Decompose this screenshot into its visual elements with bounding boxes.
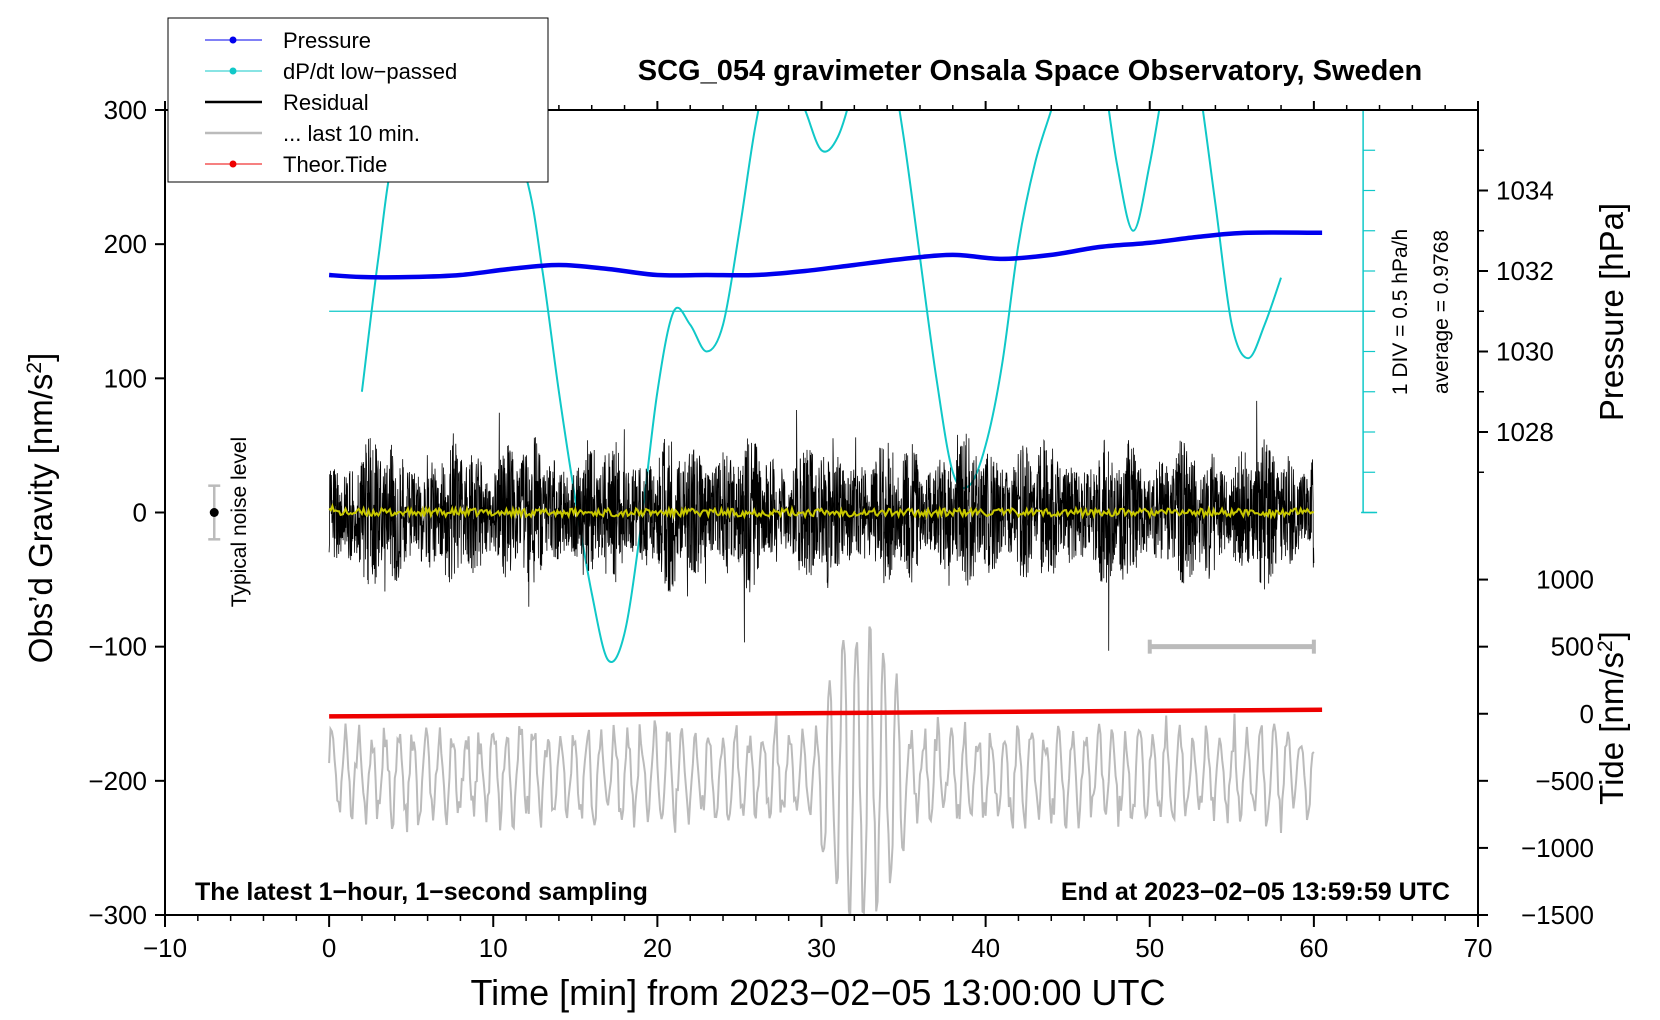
legend-label-residual: Residual	[283, 90, 369, 115]
last-10-min-series	[328, 626, 1315, 915]
x-tick-label: 0	[322, 933, 336, 963]
y-tick-label: 200	[104, 229, 147, 259]
y-axis-label-left-end: ]	[22, 353, 59, 362]
legend-label-last-10-min: ... last 10 min.	[283, 121, 420, 146]
y-axis-label-tide-sup: 2	[1594, 640, 1617, 652]
annotation-end-time: End at 2023−02−05 13:59:59 UTC	[1061, 878, 1450, 906]
legend-marker-pressure	[229, 36, 237, 44]
div-label: 1 DIV = 0.5 hPa/h	[1389, 229, 1412, 395]
x-tick-label: −10	[143, 933, 187, 963]
y-tick-label: −200	[88, 766, 147, 796]
y-axis-label-pressure: Pressure [hPa]	[1593, 203, 1630, 421]
legend: Pressure dP/dt low−passed Residual ... l…	[167, 17, 549, 183]
tide-tick-label: −500	[1535, 766, 1594, 796]
x-tick-label: 10	[479, 933, 508, 963]
legend-marker-tide	[229, 160, 237, 168]
legend-entry-pressure: Pressure	[205, 28, 371, 53]
y-axis-label-left-text: Obs’d Gravity [nm/s	[22, 374, 59, 664]
x-tick-label: 20	[643, 933, 672, 963]
annotation-sampling: The latest 1−hour, 1−second sampling	[195, 878, 648, 906]
y-axis-label-left: Obs’d Gravity [nm/s2]	[22, 353, 59, 664]
pressure-tick-label: 1030	[1496, 337, 1554, 367]
y-tick-label: 100	[104, 363, 147, 393]
y-axis-label-tide-end: ]	[1593, 631, 1630, 640]
y-axis-label-tide: Tide [nm/s2]	[1593, 631, 1630, 805]
y-tick-label: 0	[133, 498, 147, 528]
x-tick-label: 60	[1299, 933, 1328, 963]
chart-title: SCG_054 gravimeter Onsala Space Observat…	[638, 55, 1422, 87]
tide-tick-label: 0	[1580, 699, 1594, 729]
noise-level-label: Typical noise level	[228, 437, 251, 607]
legend-entry-residual: Residual	[205, 90, 369, 115]
noise-bar-dot	[209, 508, 219, 517]
legend-entry-last-10-min: ... last 10 min.	[205, 121, 420, 146]
tide-tick-label: −1500	[1521, 900, 1594, 930]
tide-tick-label: −1000	[1521, 833, 1594, 863]
residual-series	[328, 400, 1315, 651]
x-tick-label: 40	[971, 933, 1000, 963]
series-layer	[328, 110, 1378, 915]
y-tick-label: −300	[88, 900, 147, 930]
y-axis-label-left-sup: 2	[23, 362, 46, 374]
pressure-tick-label: 1034	[1496, 176, 1554, 206]
legend-box	[167, 17, 549, 183]
x-tick-label: 30	[807, 933, 836, 963]
legend-entry-dpdt: dP/dt low−passed	[205, 59, 457, 84]
x-axis-label: Time [min] from 2023−02−05 13:00:00 UTC	[470, 972, 1165, 1013]
y-axis-label-tide-text: Tide [nm/s	[1593, 652, 1630, 805]
axes-layer: −10 0 10 20 30 40 50 60 703002001000−100−200−300…	[88, 95, 1594, 963]
y-tick-label: −100	[88, 632, 147, 662]
pressure-tick-label: 1028	[1496, 417, 1554, 447]
x-tick-label: 70	[1464, 933, 1493, 963]
tide-tick-label: 500	[1551, 632, 1594, 662]
tide-series	[329, 707, 1323, 719]
legend-label-pressure: Pressure	[283, 28, 371, 53]
legend-label-dpdt: dP/dt low−passed	[283, 59, 457, 84]
average-label: average = 0.9768	[1430, 230, 1453, 394]
smoothed-residual-series	[328, 502, 1315, 520]
x-tick-label: 50	[1135, 933, 1164, 963]
legend-entry-tide: Theor.Tide	[205, 152, 387, 177]
legend-marker-dpdt	[229, 67, 237, 75]
pressure-series	[328, 230, 1323, 280]
tide-tick-label: 1000	[1536, 565, 1594, 595]
dpdt-series	[360, 110, 1282, 663]
legend-label-tide: Theor.Tide	[283, 152, 387, 177]
pressure-tick-label: 1032	[1496, 256, 1554, 286]
y-tick-label: 300	[104, 95, 147, 125]
